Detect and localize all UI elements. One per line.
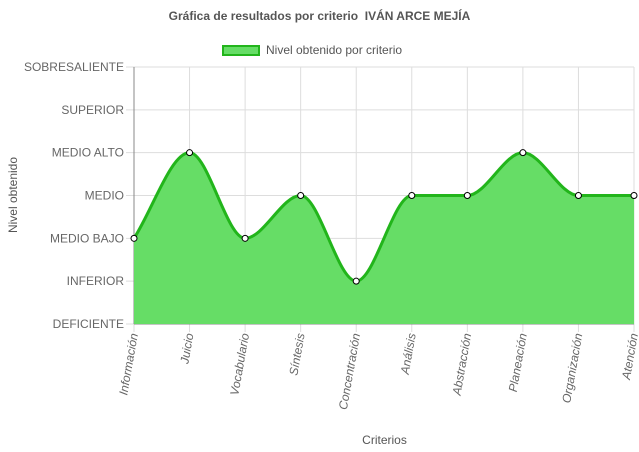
point-layer [130, 149, 638, 285]
y-tick-label: SUPERIOR [61, 103, 124, 117]
y-tick-label: MEDIO BAJO [50, 231, 124, 245]
x-tick-label: Vocabulario [227, 332, 252, 397]
chart-title: Gráfica de resultados por criterio IVÁN … [168, 9, 471, 23]
x-tick-label: Información [116, 332, 141, 396]
x-tick-label: Atención [619, 332, 639, 382]
x-tick-label: Concentración [336, 332, 363, 411]
legend-label: Nivel obtenido por criterio [266, 43, 403, 57]
x-tick-label: Planeación [506, 332, 530, 393]
legend-swatch [222, 44, 260, 56]
y-tick-label: MEDIO ALTO [52, 146, 124, 160]
y-tick-label: MEDIO [85, 189, 124, 203]
y-tick-label: DEFICIENTE [53, 317, 124, 331]
x-tick-label: Abstracción [449, 332, 474, 397]
x-axis-title: Criterios [362, 433, 407, 447]
series-line [132, 151, 634, 283]
data-point[interactable] [630, 192, 638, 199]
y-tick-label: INFERIOR [67, 274, 125, 288]
data-point[interactable] [574, 192, 582, 199]
data-point[interactable] [130, 234, 138, 242]
data-point[interactable] [297, 192, 305, 199]
x-tick-label: Juicio [177, 332, 196, 366]
data-point[interactable] [408, 192, 416, 199]
x-tick-label: Síntesis [286, 332, 307, 376]
x-tick-label: Análisis [398, 332, 419, 376]
area-layer [132, 151, 634, 324]
data-point[interactable] [186, 149, 194, 157]
data-point[interactable] [241, 234, 249, 242]
data-point[interactable] [519, 149, 527, 157]
data-point[interactable] [463, 192, 471, 199]
data-point[interactable] [352, 277, 360, 285]
legend[interactable]: Nivel obtenido por criterio [222, 42, 402, 58]
y-tick-label: SOBRESALIENTE [24, 60, 124, 74]
x-tick-label: Organización [559, 332, 585, 404]
